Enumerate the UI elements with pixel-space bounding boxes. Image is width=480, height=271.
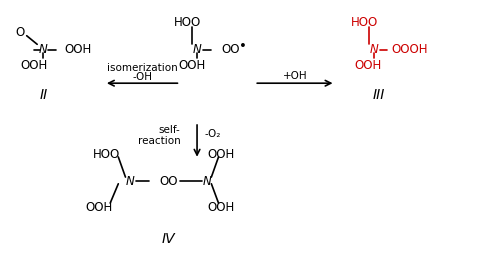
Text: HOO: HOO bbox=[174, 16, 201, 29]
Text: OOOH: OOOH bbox=[391, 43, 428, 56]
Text: HOO: HOO bbox=[350, 16, 378, 29]
Text: OOH: OOH bbox=[64, 43, 91, 56]
Text: O: O bbox=[16, 26, 25, 39]
Text: •: • bbox=[240, 40, 247, 53]
Text: N: N bbox=[369, 43, 378, 56]
Text: N: N bbox=[192, 43, 202, 56]
Text: -OH: -OH bbox=[132, 72, 152, 82]
Text: self-
reaction: self- reaction bbox=[138, 125, 180, 146]
Text: OOH: OOH bbox=[179, 59, 206, 72]
Text: IV: IV bbox=[162, 232, 175, 246]
Text: III: III bbox=[372, 88, 384, 102]
Text: N: N bbox=[126, 175, 134, 188]
Text: OO: OO bbox=[221, 43, 240, 56]
Text: OOH: OOH bbox=[20, 59, 48, 72]
Text: OOH: OOH bbox=[207, 201, 235, 214]
Text: OOH: OOH bbox=[207, 148, 235, 161]
Text: -O₂: -O₂ bbox=[204, 129, 221, 139]
Text: +OH: +OH bbox=[283, 71, 307, 81]
Text: HOO: HOO bbox=[93, 148, 120, 161]
Text: N: N bbox=[202, 175, 211, 188]
Text: isomerization: isomerization bbox=[107, 63, 178, 73]
Text: II: II bbox=[39, 88, 48, 102]
Text: OOH: OOH bbox=[85, 201, 113, 214]
Text: OO: OO bbox=[159, 175, 178, 188]
Text: OOH: OOH bbox=[354, 59, 382, 72]
Text: N: N bbox=[39, 43, 48, 56]
